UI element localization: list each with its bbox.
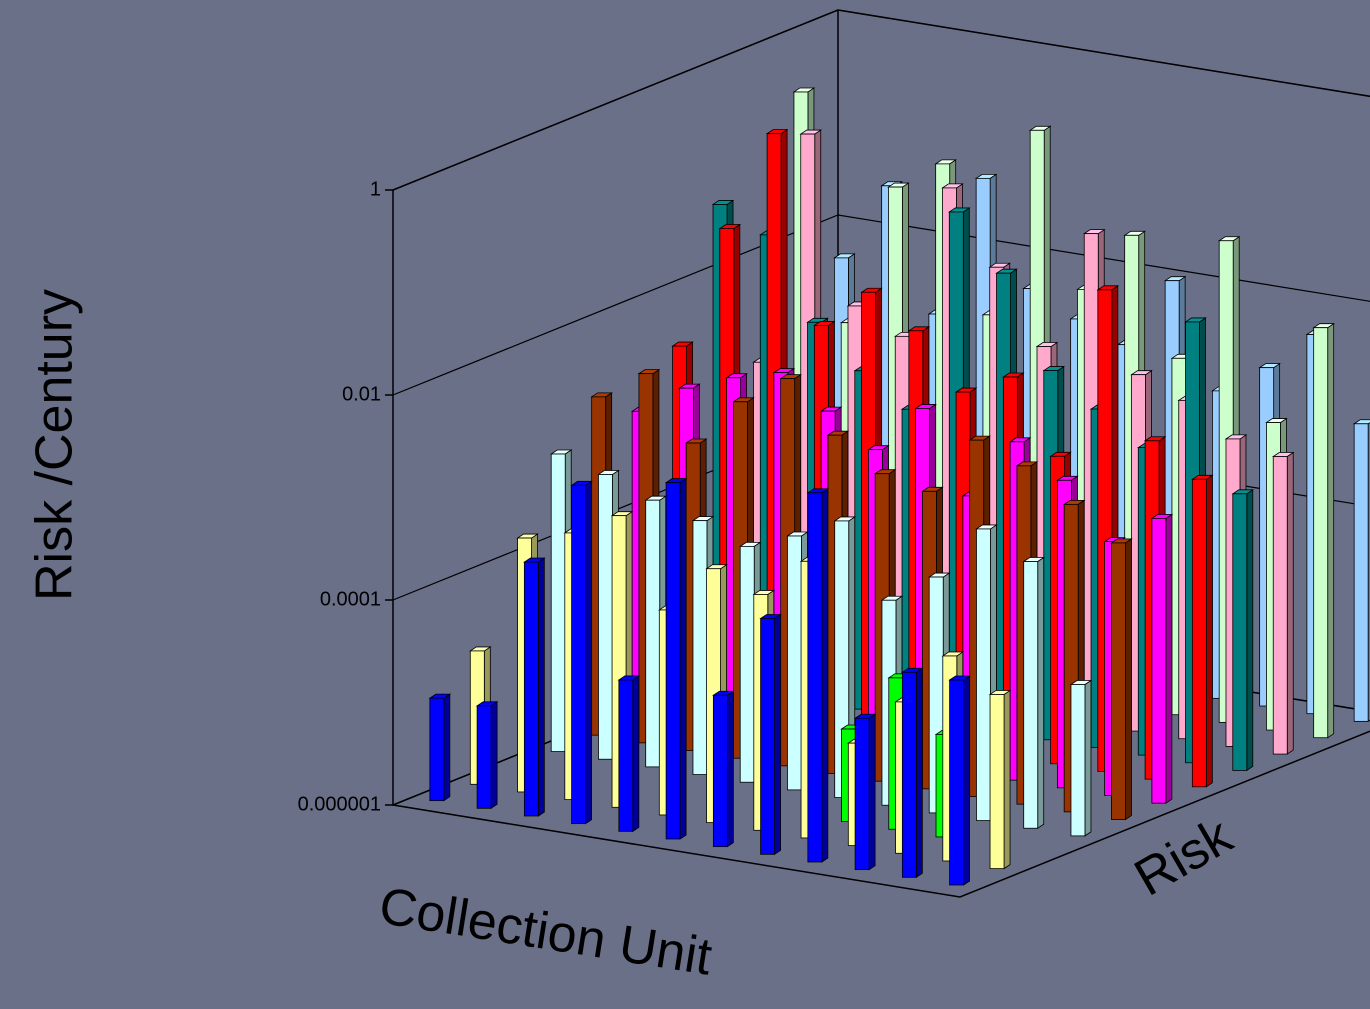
bar-side: [726, 690, 734, 848]
bar: [760, 618, 776, 855]
bar-side: [963, 675, 971, 886]
bar-side: [1084, 679, 1092, 837]
bar: [787, 535, 802, 791]
bar-side: [1003, 689, 1011, 870]
y-tick-label: 1: [370, 178, 381, 200]
bars: [428, 87, 1370, 886]
grid-line: [392, 9, 1370, 191]
bar: [571, 484, 587, 825]
bar: [598, 474, 613, 760]
bar: [692, 520, 708, 775]
bar-side: [1125, 538, 1132, 821]
bar: [807, 492, 823, 863]
bar: [665, 482, 681, 840]
bar: [976, 528, 991, 821]
bar-side: [585, 480, 593, 825]
bar-side: [1037, 556, 1045, 829]
bar: [550, 453, 566, 752]
bar-side: [774, 613, 782, 856]
bar-side: [868, 713, 876, 871]
bar: [1272, 456, 1288, 755]
bar-side: [1286, 451, 1294, 755]
bar: [1313, 327, 1329, 739]
bar: [645, 499, 661, 768]
bar-side: [915, 667, 923, 879]
bar: [1070, 684, 1086, 837]
y-axis-title: Risk /Century: [26, 289, 84, 601]
bar-side: [679, 477, 687, 840]
bar: [739, 545, 755, 783]
bar-side: [537, 557, 545, 817]
bar: [1111, 542, 1126, 820]
bar: [712, 694, 728, 848]
bar-side: [1327, 322, 1335, 739]
bar-side: [1165, 513, 1173, 804]
bar-side: [821, 488, 829, 863]
bar: [618, 679, 634, 832]
bar: [1191, 478, 1207, 788]
grid-line: [392, 214, 1370, 396]
bar-side: [632, 675, 640, 833]
bar: [429, 697, 445, 802]
bar: [949, 679, 965, 886]
bar: [989, 694, 1005, 870]
bar: [1232, 493, 1248, 771]
y-tick-label: 0.000001: [298, 793, 381, 815]
bar-side: [1205, 474, 1213, 788]
bar-side: [443, 693, 451, 802]
bar-side: [490, 701, 498, 810]
bar: [476, 705, 492, 809]
bar: [1023, 561, 1039, 829]
y-tick-label: 0.0001: [320, 588, 381, 610]
bar: [1151, 518, 1167, 804]
bar: [523, 561, 539, 817]
y-tick-label: 0.01: [342, 383, 381, 405]
bar: [854, 717, 870, 871]
bar: [1353, 423, 1369, 722]
bar-side: [1246, 489, 1254, 772]
bar: [901, 671, 917, 878]
